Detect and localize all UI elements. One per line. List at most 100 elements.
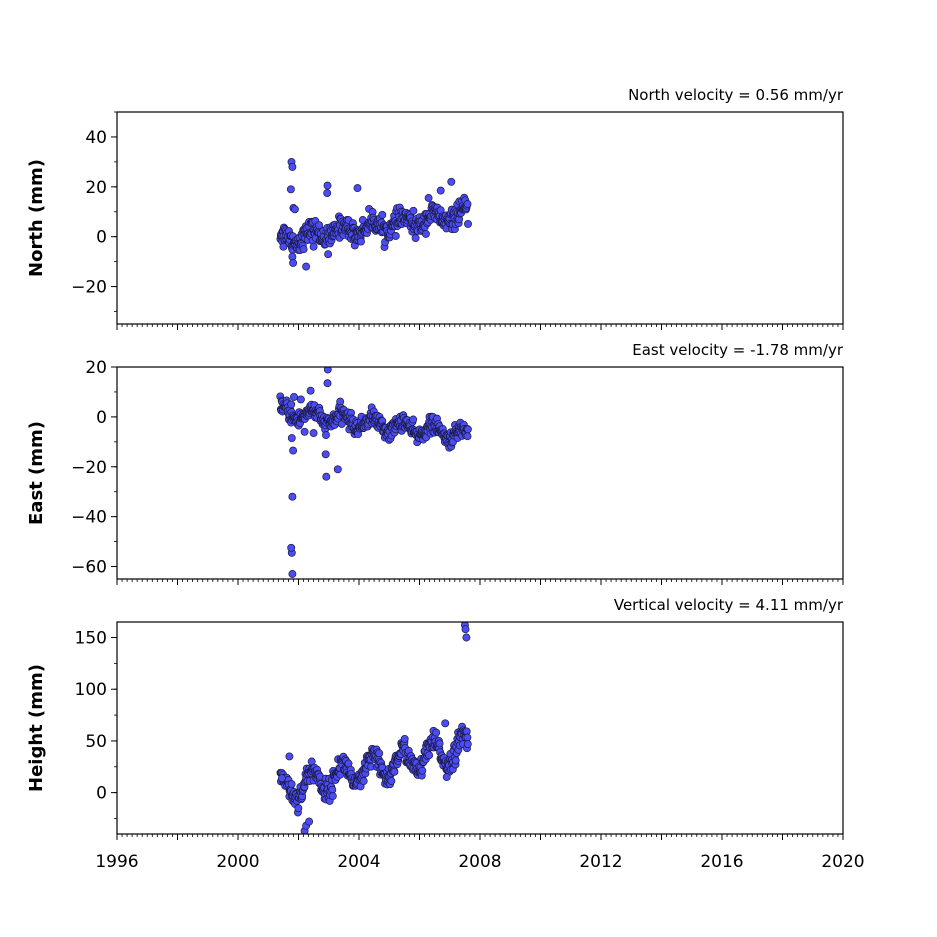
- data-point: [391, 232, 400, 240]
- data-point-outlier: [323, 189, 332, 198]
- data-point-outlier: [441, 719, 450, 728]
- data-point: [451, 756, 460, 765]
- data-point-outlier: [309, 242, 318, 251]
- y-tick-label: −20: [71, 458, 107, 478]
- data-point-outlier: [424, 194, 433, 202]
- x-tick-label: 2004: [337, 852, 380, 872]
- data-point-outlier: [289, 446, 298, 455]
- data-point: [328, 792, 337, 801]
- data-points: [276, 157, 472, 271]
- data-point: [409, 206, 418, 215]
- data-point-outlier: [302, 262, 311, 271]
- data-point: [299, 245, 308, 254]
- panel-1: −20 0 20 40 North (mm) North velocity = 0.56 …: [26, 86, 844, 330]
- y-tick-label: 20: [85, 178, 107, 198]
- panel-title: Vertical velocity = 4.11 mm/yr: [614, 596, 844, 614]
- data-point-outlier: [461, 625, 470, 634]
- data-point: [435, 739, 444, 748]
- data-point-outlier: [287, 434, 296, 443]
- data-point-outlier: [305, 817, 314, 826]
- y-axis-label: Height (mm): [26, 664, 47, 792]
- data-point-outlier: [333, 465, 342, 474]
- data-point-outlier: [324, 250, 333, 259]
- data-point: [464, 219, 472, 228]
- data-point-outlier: [306, 386, 315, 395]
- data-point-outlier: [287, 400, 296, 409]
- data-point-outlier: [289, 258, 298, 267]
- data-point: [463, 432, 472, 441]
- y-tick-label: −20: [71, 278, 107, 298]
- data-point: [418, 766, 427, 775]
- data-point: [387, 777, 396, 785]
- data-point: [287, 780, 296, 789]
- data-point-outlier: [322, 472, 331, 481]
- data-point-outlier: [442, 773, 451, 782]
- data-point: [294, 804, 303, 813]
- data-point-outlier: [290, 205, 299, 214]
- data-point-outlier: [462, 633, 471, 642]
- y-tick-label: −60: [71, 558, 107, 578]
- data-point-outlier: [288, 570, 297, 578]
- data-point-outlier: [447, 177, 456, 186]
- data-point-outlier: [287, 543, 296, 552]
- data-point-outlier: [309, 429, 318, 438]
- x-tick-label: 2012: [579, 852, 622, 872]
- data-point-outlier: [436, 186, 445, 195]
- y-tick-label: 0: [96, 408, 107, 428]
- data-point: [390, 767, 399, 776]
- data-point-outlier: [321, 450, 330, 459]
- data-point-outlier: [286, 185, 295, 194]
- data-point-outlier: [296, 395, 305, 404]
- panel-2: −60 −40 −20 0 20 East (mm) East velocity = -1.…: [26, 341, 844, 585]
- data-point-outlier: [277, 774, 286, 783]
- x-tick-label: 2000: [216, 852, 259, 872]
- data-point-outlier: [353, 184, 362, 193]
- panel-title: East velocity = -1.78 mm/yr: [632, 341, 844, 359]
- y-tick-label: 20: [85, 358, 107, 378]
- panel-title: North velocity = 0.56 mm/yr: [628, 86, 844, 104]
- data-point: [421, 229, 430, 238]
- data-point: [378, 210, 387, 219]
- data-point: [463, 740, 472, 749]
- data-point: [359, 777, 368, 786]
- data-point-outlier: [323, 379, 332, 388]
- data-point: [375, 749, 384, 758]
- data-point: [463, 425, 472, 434]
- y-tick-label: 100: [75, 680, 107, 700]
- data-points: [276, 367, 472, 578]
- data-point: [315, 221, 324, 230]
- data-points: [276, 622, 472, 834]
- y-axis-label: North (mm): [26, 159, 47, 277]
- data-point: [411, 234, 420, 243]
- data-point-outlier: [323, 181, 332, 190]
- data-point-outlier: [288, 492, 297, 501]
- y-tick-label: 0: [96, 228, 107, 248]
- y-tick-label: 40: [85, 128, 107, 148]
- y-tick-label: 0: [96, 784, 107, 804]
- y-axis-label: East (mm): [26, 421, 47, 525]
- data-point-outlier: [300, 427, 309, 436]
- data-point-outlier: [290, 392, 298, 401]
- data-point: [357, 237, 365, 246]
- data-point-outlier: [288, 162, 297, 171]
- data-point: [322, 431, 330, 440]
- data-point: [400, 734, 409, 743]
- data-point: [409, 415, 418, 424]
- y-tick-label: 50: [85, 732, 107, 752]
- x-tick-label: 2020: [821, 852, 864, 872]
- x-tick-label: 2008: [458, 852, 501, 872]
- x-tick-label: 2016: [700, 852, 743, 872]
- data-point: [432, 728, 441, 737]
- data-point-outlier: [279, 242, 288, 251]
- data-point: [463, 200, 472, 208]
- data-point: [425, 751, 434, 760]
- data-point: [463, 733, 472, 742]
- y-tick-label: −40: [71, 508, 107, 528]
- panel-3: 1996 2000 2004 2008 2012 2016 2020 0 50 100 150 Hei…: [26, 596, 865, 872]
- x-tick-label: 1996: [95, 852, 138, 872]
- data-point-outlier: [285, 752, 294, 761]
- data-point-outlier: [323, 367, 332, 374]
- y-tick-label: 150: [75, 629, 107, 649]
